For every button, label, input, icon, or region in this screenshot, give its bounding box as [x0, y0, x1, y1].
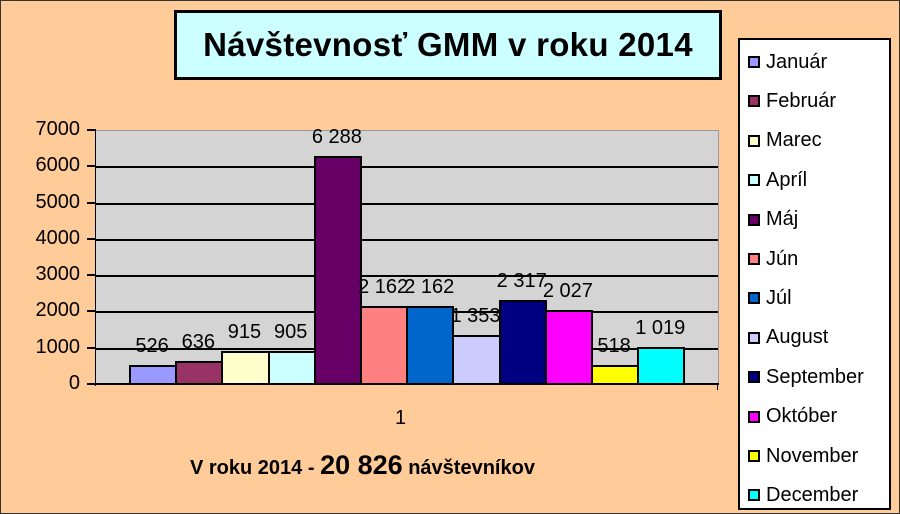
bar-august [452, 334, 501, 385]
gridline [96, 166, 718, 169]
legend-swatch-icon [748, 489, 760, 502]
legend-swatch-icon [748, 134, 760, 147]
data-label: 1 353 [450, 304, 501, 327]
legend-item: Apríl [748, 165, 807, 195]
legend-item: Máj [748, 205, 798, 235]
data-label: 905 [274, 321, 308, 344]
bar-február [175, 360, 224, 385]
bar-apríl [267, 351, 316, 385]
y-tick-label: 6000 [35, 154, 81, 177]
legend-swatch-icon [748, 450, 760, 462]
gridline [96, 202, 718, 205]
legend-swatch-icon [748, 253, 760, 265]
y-tick [87, 165, 96, 168]
legend-swatch-icon [748, 371, 760, 384]
y-tick-label: 3000 [35, 263, 81, 286]
bar-jún [360, 305, 409, 385]
bar-máj [313, 155, 362, 385]
y-tick [87, 383, 96, 385]
legend-item: Jún [748, 244, 798, 274]
y-tick-label: 7000 [35, 118, 81, 140]
y-tick-label: 0 [68, 372, 80, 394]
bar-október [544, 310, 593, 385]
data-label: 1 019 [635, 317, 686, 340]
y-tick-label: 2000 [35, 299, 81, 322]
bar-november [591, 365, 640, 385]
data-label: 2 162 [358, 275, 409, 298]
legend: Január Február Marec Apríl Máj Jún Júl August Se… [738, 38, 891, 510]
gridline [96, 238, 718, 241]
legend-item: September [748, 362, 864, 392]
data-label: 526 [135, 334, 169, 357]
legend-item: Október [748, 402, 837, 432]
legend-label: Máj [766, 208, 799, 231]
y-axis [95, 130, 96, 386]
y-tick [87, 129, 96, 131]
legend-label: Marec [766, 129, 822, 152]
legend-item: Február [748, 86, 836, 116]
legend-swatch-icon [748, 292, 760, 305]
legend-swatch-icon [748, 56, 760, 68]
y-tick-label: 1000 [35, 335, 81, 358]
legend-label: Jún [766, 247, 799, 270]
y-tick [87, 237, 96, 240]
data-label: 915 [227, 320, 262, 343]
data-label: 518 [597, 335, 631, 358]
y-tick-label: 5000 [35, 190, 81, 213]
chart-title-box: Návštevnosť GMM v roku 2014 [174, 10, 722, 80]
gridline [96, 275, 718, 278]
bar-január [129, 364, 178, 385]
data-label: 636 [181, 330, 215, 353]
visitor-total: 20 826 [320, 450, 403, 480]
legend-label: Apríl [766, 168, 808, 191]
chart-title: Návštevnosť GMM v roku 2014 [203, 26, 693, 63]
legend-item: November [748, 441, 858, 471]
bar-júl [406, 305, 455, 385]
data-label: 2 317 [496, 269, 547, 292]
bar-marec [221, 350, 270, 385]
bar-december [637, 347, 686, 385]
legend-label: Január [766, 50, 828, 73]
data-label: 2 162 [404, 275, 455, 298]
legend-label: August [766, 326, 829, 349]
y-tick [87, 201, 96, 204]
legend-swatch-icon [748, 174, 760, 187]
legend-item: Január [748, 47, 827, 77]
data-label: 6 288 [311, 125, 362, 148]
y-tick [87, 310, 96, 313]
legend-label: Júl [766, 286, 792, 309]
footer-prefix: V roku 2014 - [190, 457, 321, 479]
y-tick [87, 346, 96, 349]
legend-swatch-icon [748, 95, 760, 108]
legend-label: November [766, 444, 859, 467]
legend-item: Marec [748, 126, 822, 156]
x-axis-tick [717, 383, 718, 390]
y-tick [87, 274, 96, 277]
legend-label: Február [766, 89, 837, 112]
legend-swatch-icon [748, 213, 760, 226]
legend-label: Október [766, 405, 838, 428]
data-label: 2 027 [542, 280, 593, 303]
legend-item: December [748, 480, 858, 510]
bar-september [498, 299, 547, 385]
legend-swatch-icon [748, 331, 760, 344]
legend-label: September [766, 365, 864, 388]
legend-item: Júl [748, 283, 792, 313]
legend-swatch-icon [748, 410, 760, 423]
legend-item: August [748, 323, 828, 353]
footer-suffix: návštevníkov [402, 457, 535, 479]
x-category-label: 1 [395, 407, 407, 429]
y-tick-label: 4000 [35, 226, 81, 249]
x-axis-title: V roku 2014 - 20 826 návštevníkov [190, 450, 535, 481]
legend-label: December [766, 483, 859, 506]
